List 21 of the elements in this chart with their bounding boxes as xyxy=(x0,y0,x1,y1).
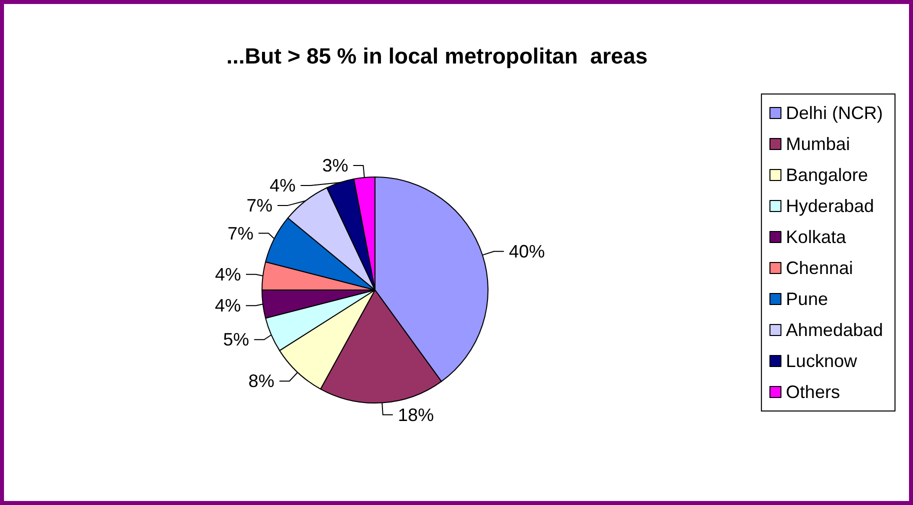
chart-title: ...But > 85 % in local metropolitan areas xyxy=(226,44,648,68)
legend-label: Bangalore xyxy=(786,165,868,185)
data-label: 4% xyxy=(214,264,241,284)
legend-label: Mumbai xyxy=(786,134,850,154)
legend-label: Kolkata xyxy=(786,227,847,247)
data-label: 18% xyxy=(398,404,434,425)
legend-label: Ahmedabad xyxy=(786,320,884,340)
data-label: 4% xyxy=(214,296,241,316)
legend-label: Others xyxy=(786,382,840,402)
legend-label: Hyderabad xyxy=(786,196,874,216)
data-label: 40% xyxy=(508,241,545,262)
data-label: 7% xyxy=(246,196,272,216)
data-label: 5% xyxy=(223,330,250,350)
data-label: 3% xyxy=(322,156,348,176)
data-label: 7% xyxy=(227,223,254,244)
data-label: 4% xyxy=(270,176,296,196)
legend-label: Lucknow xyxy=(786,351,858,371)
legend-label: Delhi (NCR) xyxy=(786,103,883,123)
data-label: 8% xyxy=(248,371,274,392)
legend-label: Chennai xyxy=(786,258,853,278)
legend-label: Pune xyxy=(786,289,828,309)
